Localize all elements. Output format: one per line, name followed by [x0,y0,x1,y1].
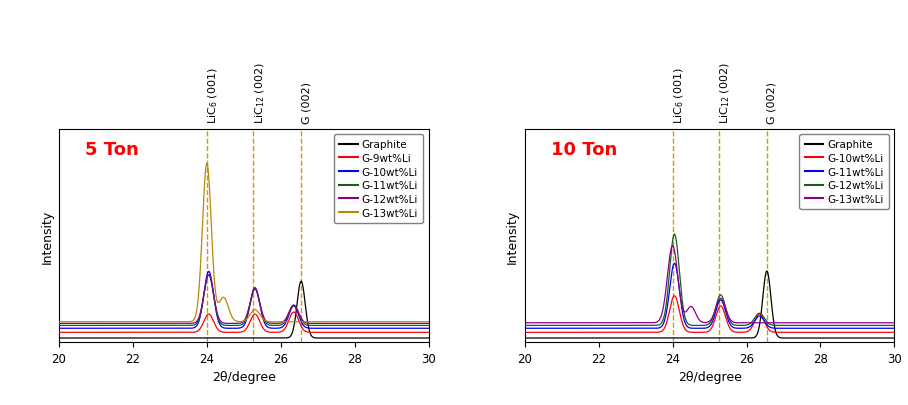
Y-axis label: Intensity: Intensity [41,209,54,263]
Text: LiC$_6$ (001): LiC$_6$ (001) [207,66,221,123]
Text: 10 Ton: 10 Ton [550,140,617,158]
X-axis label: 2θ/degree: 2θ/degree [212,371,276,384]
Text: G (002): G (002) [767,81,777,123]
Text: G (002): G (002) [301,81,311,123]
Text: LiC$_6$ (001): LiC$_6$ (001) [673,66,686,123]
Text: LiC$_{12}$ (002): LiC$_{12}$ (002) [253,62,267,123]
Legend: Graphite, G-9wt%Li, G-10wt%Li, G-11wt%Li, G-12wt%Li, G-13wt%Li: Graphite, G-9wt%Li, G-10wt%Li, G-11wt%Li… [334,135,423,223]
Text: 5 Ton: 5 Ton [84,140,139,158]
Text: LiC$_{12}$ (002): LiC$_{12}$ (002) [719,62,733,123]
Legend: Graphite, G-10wt%Li, G-11wt%Li, G-12wt%Li, G-13wt%Li: Graphite, G-10wt%Li, G-11wt%Li, G-12wt%L… [799,135,889,210]
Y-axis label: Intensity: Intensity [506,209,519,263]
X-axis label: 2θ/degree: 2θ/degree [677,371,742,384]
